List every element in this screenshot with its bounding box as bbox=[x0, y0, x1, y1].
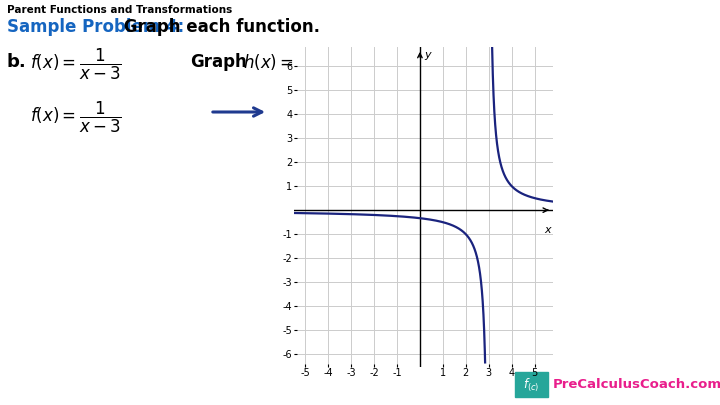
Text: b.: b. bbox=[7, 53, 27, 71]
Text: Parent Functions and Transformations: Parent Functions and Transformations bbox=[7, 5, 233, 15]
Bar bbox=[515, 372, 548, 397]
Text: Graph: Graph bbox=[190, 53, 247, 71]
Text: y: y bbox=[424, 50, 431, 60]
Text: $f_{(c)}$: $f_{(c)}$ bbox=[523, 376, 539, 394]
Text: PreCalculusCoach.com: PreCalculusCoach.com bbox=[553, 379, 720, 392]
Text: Sample Problem 4:: Sample Problem 4: bbox=[7, 18, 184, 36]
Text: $h(x) = \dfrac{1}{|x-3|}$: $h(x) = \dfrac{1}{|x-3|}$ bbox=[243, 47, 351, 87]
Text: $f(x) = \dfrac{1}{x-3}$: $f(x) = \dfrac{1}{x-3}$ bbox=[30, 47, 122, 82]
Text: Graph each function.: Graph each function. bbox=[118, 18, 320, 36]
Text: $f(x) = \dfrac{1}{x-3}$: $f(x) = \dfrac{1}{x-3}$ bbox=[30, 100, 122, 135]
Text: x: x bbox=[544, 225, 551, 234]
